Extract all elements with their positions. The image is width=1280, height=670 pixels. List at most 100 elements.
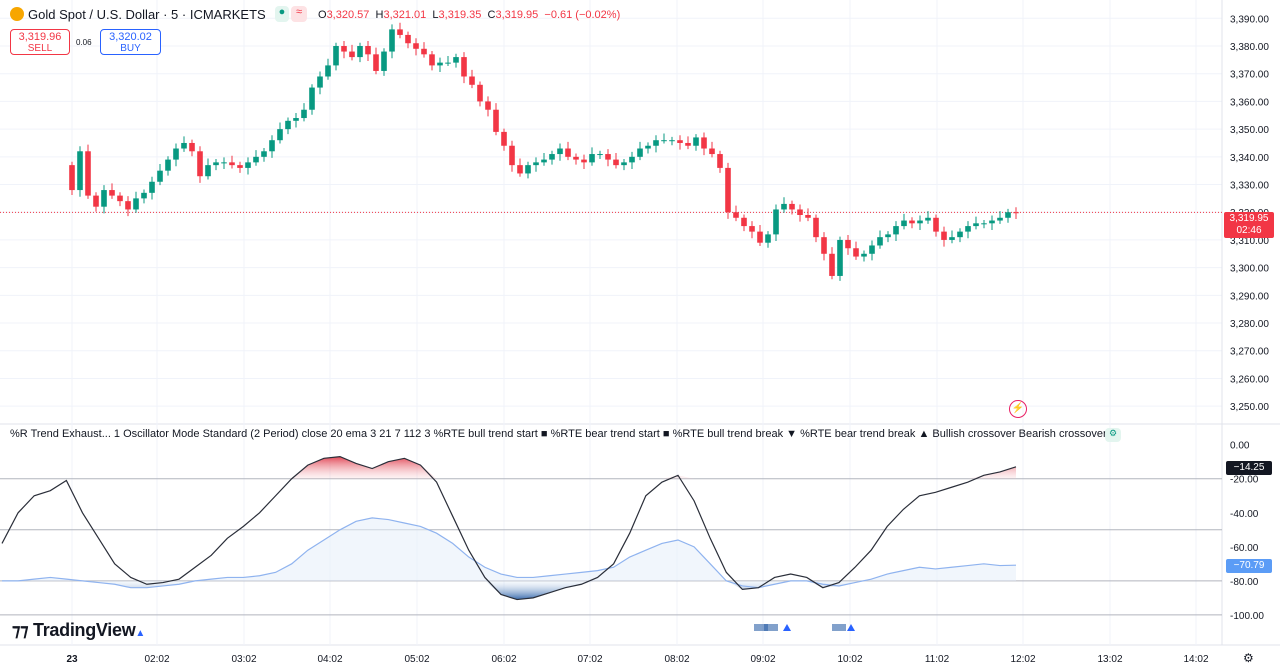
candle-body bbox=[77, 151, 83, 191]
candle-body bbox=[597, 154, 603, 156]
candle-body bbox=[909, 220, 915, 224]
candle-body bbox=[829, 253, 835, 276]
candle-body bbox=[589, 154, 595, 163]
candle-body bbox=[645, 145, 651, 149]
gold-symbol-icon bbox=[10, 7, 24, 21]
osc-overbought-fill bbox=[291, 456, 1016, 479]
price-tick-label: 3,360.00 bbox=[1230, 97, 1269, 108]
candle-body bbox=[757, 231, 763, 243]
candle-body bbox=[717, 154, 723, 168]
candle-body bbox=[957, 231, 963, 238]
price-tick-label: 3,290.00 bbox=[1230, 291, 1269, 302]
candle-body bbox=[661, 140, 667, 142]
candle-body bbox=[181, 142, 187, 149]
candle-body bbox=[349, 51, 355, 58]
time-tick-label: 06:02 bbox=[491, 654, 516, 665]
tradingview-logo[interactable]: ⁊⁊ TradingView▲ bbox=[12, 620, 146, 640]
candle-body bbox=[709, 148, 715, 155]
candle-body bbox=[885, 234, 891, 238]
time-tick-label: 10:02 bbox=[837, 654, 862, 665]
candle-body bbox=[429, 54, 435, 66]
lightning-icon[interactable]: ⚡ bbox=[1009, 400, 1027, 418]
osc-tick-label: -60.00 bbox=[1230, 543, 1259, 554]
candle-body bbox=[1005, 212, 1011, 218]
time-tick-label: 02:02 bbox=[144, 654, 169, 665]
osc-tick-label: -20.00 bbox=[1230, 475, 1259, 486]
time-tick-label: 04:02 bbox=[317, 654, 342, 665]
candle-body bbox=[773, 209, 779, 235]
price-tick-label: 3,350.00 bbox=[1230, 125, 1269, 136]
candle-body bbox=[197, 151, 203, 177]
candle-body bbox=[965, 226, 971, 232]
candle-body bbox=[861, 253, 867, 257]
candle-body bbox=[877, 237, 883, 246]
time-tick-label: 07:02 bbox=[577, 654, 602, 665]
gear-icon[interactable]: ⚙ bbox=[1243, 651, 1254, 665]
candle-body bbox=[565, 148, 571, 157]
candle-body bbox=[781, 203, 787, 210]
candle-body bbox=[229, 162, 235, 166]
candle-body bbox=[813, 217, 819, 238]
candle-body bbox=[157, 170, 163, 182]
candle-body bbox=[69, 165, 75, 191]
price-tick-label: 3,390.00 bbox=[1230, 14, 1269, 25]
candle-body bbox=[893, 226, 899, 235]
candle-body bbox=[101, 190, 107, 207]
candle-body bbox=[693, 137, 699, 146]
osc-tick-label: 0.00 bbox=[1230, 441, 1250, 452]
fast-line-value-badge: −14.25 bbox=[1226, 461, 1272, 475]
sell-button[interactable]: 3,319.96 SELL bbox=[10, 29, 70, 55]
data-source-icon[interactable]: ≈ bbox=[291, 6, 307, 22]
indicator-settings-icon[interactable]: ⚙ bbox=[1105, 428, 1121, 442]
candle-body bbox=[629, 156, 635, 163]
ohlc-values: O3,320.57 H3,321.01 L3,319.35 C3,319.95 … bbox=[318, 9, 621, 21]
time-tick-label: 03:02 bbox=[231, 654, 256, 665]
osc-tick-label: -80.00 bbox=[1230, 577, 1259, 588]
osc-light-blue-fill bbox=[18, 517, 1017, 581]
candle-body bbox=[381, 51, 387, 71]
candle-body bbox=[245, 162, 251, 168]
candle-body bbox=[805, 215, 811, 218]
symbol-title[interactable]: Gold Spot / U.S. Dollar · 5 · ICMARKETS bbox=[28, 7, 266, 22]
price-tick-label: 3,260.00 bbox=[1230, 374, 1269, 385]
price-tick-label: 3,310.00 bbox=[1230, 236, 1269, 247]
candle-body bbox=[765, 234, 771, 243]
time-tick-label: 23 bbox=[66, 654, 78, 665]
candle-body bbox=[485, 101, 491, 110]
candle-body bbox=[749, 226, 755, 232]
candle-body bbox=[317, 76, 323, 88]
bull-break-triangle bbox=[783, 624, 791, 631]
candle-body bbox=[173, 148, 179, 160]
oscillator-layer bbox=[1, 456, 1017, 631]
candle-body bbox=[325, 65, 331, 77]
candle-body bbox=[973, 223, 979, 227]
price-tick-label: 3,270.00 bbox=[1230, 347, 1269, 358]
candle-body bbox=[373, 54, 379, 71]
candle-body bbox=[685, 142, 691, 146]
candle-body bbox=[621, 162, 627, 166]
candle-body bbox=[461, 57, 467, 77]
time-tick-label: 14:02 bbox=[1183, 654, 1208, 665]
candle-body bbox=[445, 62, 451, 64]
candle-body bbox=[941, 231, 947, 240]
candle-body bbox=[397, 29, 403, 35]
time-tick-label: 11:02 bbox=[925, 654, 950, 665]
osc-tick-label: -40.00 bbox=[1230, 509, 1259, 520]
candle-body bbox=[165, 159, 171, 171]
price-tick-label: 3,250.00 bbox=[1230, 402, 1269, 413]
candle-body bbox=[493, 109, 499, 132]
candle-body bbox=[901, 220, 907, 227]
fast-line bbox=[1, 456, 1017, 601]
candle-body bbox=[573, 156, 579, 160]
candle-body bbox=[261, 151, 267, 157]
candle-body bbox=[405, 34, 411, 44]
market-status-icon[interactable]: ● bbox=[275, 6, 289, 22]
candle-body bbox=[85, 151, 91, 196]
candle-body bbox=[997, 217, 1003, 221]
tv-logo-icon: ⁊⁊ bbox=[12, 621, 29, 640]
indicator-legend[interactable]: %R Trend Exhaust... 1 Oscillator Mode St… bbox=[10, 428, 1116, 440]
candle-body bbox=[821, 237, 827, 254]
buy-button[interactable]: 3,320.02 BUY bbox=[100, 29, 161, 55]
candle-body bbox=[141, 192, 147, 199]
